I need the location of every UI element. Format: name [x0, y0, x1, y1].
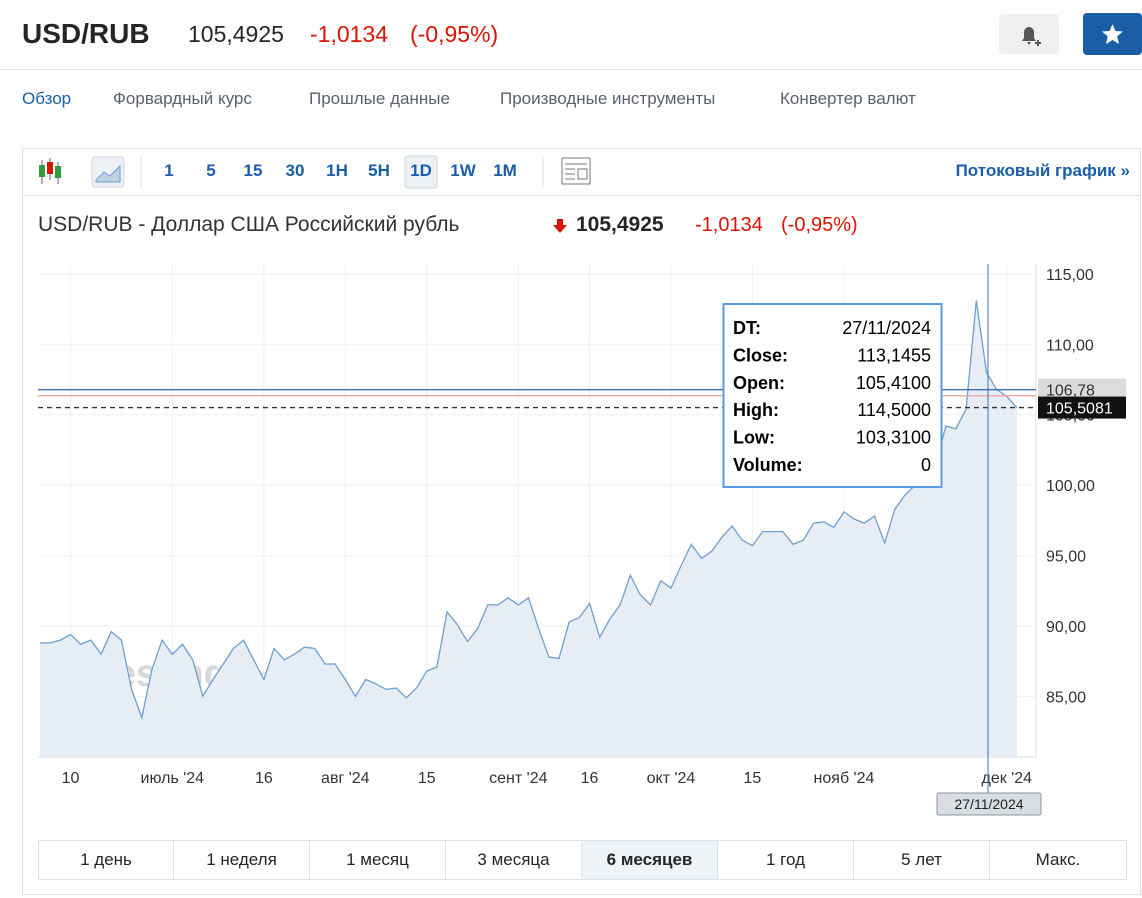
x-tick-label: окт '24 [647, 770, 696, 787]
y-tick-label: 85,00 [1046, 689, 1086, 706]
x-tick-label: 10 [62, 770, 80, 787]
interval-button[interactable]: 1D [410, 161, 432, 180]
tooltip-value: 103,3100 [856, 428, 931, 448]
y-tick-label: 115,00 [1046, 267, 1094, 284]
range-button[interactable]: Макс. [990, 840, 1127, 880]
price-tag [1038, 378, 1126, 401]
y-tick-label: 110,00 [1046, 337, 1094, 354]
candles-icon[interactable] [39, 158, 61, 184]
toolbar-divider [23, 195, 1141, 196]
layout-icon[interactable] [561, 157, 591, 185]
selected-interval-bg [404, 155, 438, 189]
range-button[interactable]: 1 день [38, 840, 174, 880]
tooltip-key: Volume: [733, 455, 803, 475]
nav-tab[interactable]: Обзор [22, 89, 72, 108]
toolbar-icons [39, 155, 591, 189]
interval-button[interactable]: 30 [285, 161, 305, 180]
range-button[interactable]: 1 неделя [174, 840, 310, 880]
x-tick-label: авг '24 [321, 770, 370, 787]
symbol: USD/RUB [22, 18, 150, 49]
star-icon [1102, 24, 1123, 44]
chart-change: -1,0134 [695, 214, 763, 236]
crosshair-tag [936, 792, 1042, 816]
tooltip-value: 27/11/2024 [842, 318, 931, 338]
chart-price: 105,4925 [576, 213, 664, 236]
x-tick-label: сент '24 [489, 770, 547, 787]
change: -1,0134 [310, 21, 389, 47]
chart-panel [22, 148, 1141, 895]
price-line [40, 300, 1018, 720]
x-tick-label: 15 [418, 770, 436, 787]
x-tick-label: 15 [743, 770, 761, 787]
price-tag [1038, 396, 1126, 419]
price: 105,4925 [188, 21, 284, 47]
interval-button[interactable]: 1W [450, 161, 476, 180]
range-button[interactable]: 5 лет [854, 840, 990, 880]
interval-button[interactable]: 15 [243, 161, 263, 180]
crosshair-label: 27/11/2024 [954, 796, 1023, 812]
tooltip-key: Low: [733, 428, 775, 448]
tooltip-value: 0 [921, 455, 931, 475]
price-tag-label: 105,5081 [1046, 401, 1113, 418]
tooltip-key: Close: [733, 345, 788, 365]
tooltip-key: Open: [733, 373, 785, 393]
range-button[interactable]: 6 месяцев [582, 840, 718, 880]
x-tick-label: дек '24 [982, 770, 1033, 787]
chart: Investing .com 85,0090,0095,00100,00105,… [38, 264, 1126, 816]
y-tick-label: 100,00 [1046, 478, 1095, 495]
alert-button[interactable] [999, 14, 1059, 54]
tooltip-key: DT: [733, 318, 761, 338]
tooltip-key: High: [733, 400, 779, 420]
chart-change-pct: (-0,95%) [781, 214, 858, 236]
price-tag-label: 106,78 [1046, 383, 1095, 400]
header-divider [0, 69, 1142, 70]
tooltip-value: 114,5000 [857, 400, 931, 420]
x-tick-label: нояб '24 [814, 770, 875, 787]
range-button[interactable]: 3 месяца [446, 840, 582, 880]
y-tick-label: 90,00 [1046, 619, 1086, 636]
interval-button[interactable]: 5H [368, 161, 390, 180]
bell-icon [1022, 27, 1041, 46]
x-tick-label: 16 [255, 770, 273, 787]
chart-name: USD/RUB - Доллар США Российский рубль [38, 213, 460, 236]
x-tick-label: июль '24 [141, 770, 205, 787]
tooltip-value: 113,1455 [857, 345, 931, 365]
range-button[interactable]: 1 год [718, 840, 854, 880]
watchlist-button[interactable] [1083, 13, 1142, 55]
down-arrow [553, 219, 567, 233]
change-pct: (-0,95%) [410, 21, 499, 47]
interval-button[interactable]: 1M [493, 161, 517, 180]
range-button[interactable]: 1 месяц [310, 840, 446, 880]
nav-tab[interactable]: Прошлые данные [309, 89, 450, 108]
x-tick-label: 16 [581, 770, 599, 787]
interval-button[interactable]: 5 [206, 161, 216, 180]
nav-tab[interactable]: Конвертер валют [780, 89, 916, 108]
interval-button[interactable]: 1H [326, 161, 348, 180]
nav-tab[interactable]: Форвардный курс [113, 89, 252, 108]
area [40, 300, 1017, 757]
tooltip [722, 303, 943, 488]
nav-tab[interactable]: Производные инструменты [500, 89, 716, 108]
tooltip-value: 105,4100 [856, 373, 931, 393]
y-tick-label: 95,00 [1046, 549, 1086, 566]
streaming-link[interactable]: Потоковый график » [955, 161, 1130, 180]
interval-button[interactable]: 1 [164, 161, 174, 180]
